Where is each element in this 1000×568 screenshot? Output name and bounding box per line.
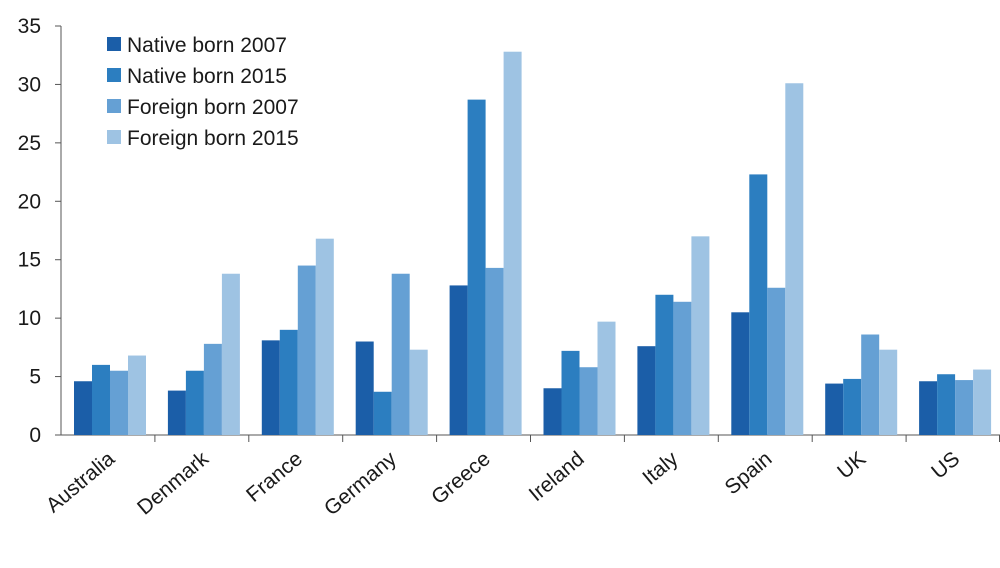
legend-swatch bbox=[107, 99, 121, 113]
bar bbox=[409, 349, 428, 435]
bar bbox=[785, 83, 804, 435]
bar bbox=[955, 380, 974, 435]
bar bbox=[879, 349, 898, 435]
bar bbox=[543, 388, 562, 435]
bar bbox=[221, 273, 240, 435]
y-tick-label: 35 bbox=[18, 15, 41, 38]
bar bbox=[167, 390, 186, 435]
bar bbox=[279, 329, 298, 435]
bar bbox=[315, 238, 334, 435]
bar bbox=[74, 381, 92, 435]
legend-swatch bbox=[107, 68, 121, 82]
bar bbox=[767, 287, 786, 435]
y-tick-label: 5 bbox=[29, 366, 41, 389]
x-tick-label: Australia bbox=[42, 447, 120, 517]
x-tick-label: UK bbox=[833, 447, 870, 483]
legend-swatch bbox=[107, 37, 121, 51]
y-tick-label: 0 bbox=[29, 424, 41, 447]
x-tick-label: Ireland bbox=[525, 447, 589, 506]
x-tick-label: Greece bbox=[427, 447, 495, 509]
bar bbox=[579, 367, 598, 435]
bar bbox=[467, 99, 486, 436]
bar bbox=[825, 383, 844, 435]
x-axis: Australia Denmark France Germany Greece Irela… bbox=[42, 434, 1000, 520]
legend-swatch bbox=[107, 130, 121, 144]
y-tick-label: 30 bbox=[18, 73, 41, 96]
bar bbox=[973, 369, 992, 435]
legend-label: Native born 2007 bbox=[127, 34, 287, 57]
bar bbox=[185, 370, 204, 435]
bar bbox=[449, 285, 468, 435]
bar bbox=[92, 364, 110, 435]
bar bbox=[749, 174, 768, 435]
x-tick-label: Italy bbox=[638, 447, 683, 490]
x-tick-label: Spain bbox=[721, 447, 777, 499]
legend-label: Foreign born 2015 bbox=[127, 127, 299, 150]
y-tick-label: 10 bbox=[18, 307, 41, 330]
bar bbox=[128, 355, 146, 435]
bar bbox=[655, 294, 674, 435]
bar bbox=[373, 391, 392, 435]
bar bbox=[503, 51, 522, 436]
bar bbox=[843, 378, 862, 435]
bar bbox=[561, 350, 580, 435]
bar bbox=[391, 273, 410, 435]
y-axis: 0 5 10 15 20 25 30 35 bbox=[18, 15, 62, 447]
bar bbox=[485, 267, 504, 435]
bar bbox=[861, 334, 880, 435]
legend-label: Foreign born 2007 bbox=[127, 96, 299, 119]
legend: Native born 2007 Native born 2015 Foreign … bbox=[107, 34, 299, 150]
bar bbox=[203, 343, 222, 435]
bar bbox=[691, 236, 710, 435]
x-tick-label: US bbox=[927, 447, 964, 483]
bar bbox=[297, 265, 316, 435]
bar bbox=[937, 374, 956, 435]
bar bbox=[637, 346, 656, 435]
bar bbox=[355, 341, 374, 435]
x-tick-label: France bbox=[242, 447, 307, 507]
bar bbox=[731, 312, 750, 435]
legend-label: Native born 2015 bbox=[127, 65, 287, 88]
bar bbox=[110, 370, 128, 435]
bar bbox=[673, 301, 692, 435]
x-tick-label: Denmark bbox=[133, 447, 213, 520]
y-tick-label: 15 bbox=[18, 249, 41, 272]
bar bbox=[261, 340, 280, 435]
y-tick-label: 20 bbox=[18, 190, 41, 213]
bar bbox=[597, 321, 616, 435]
bars bbox=[74, 51, 992, 436]
y-tick-label: 25 bbox=[18, 132, 41, 155]
x-tick-label: Germany bbox=[320, 447, 401, 520]
bar bbox=[919, 381, 938, 435]
